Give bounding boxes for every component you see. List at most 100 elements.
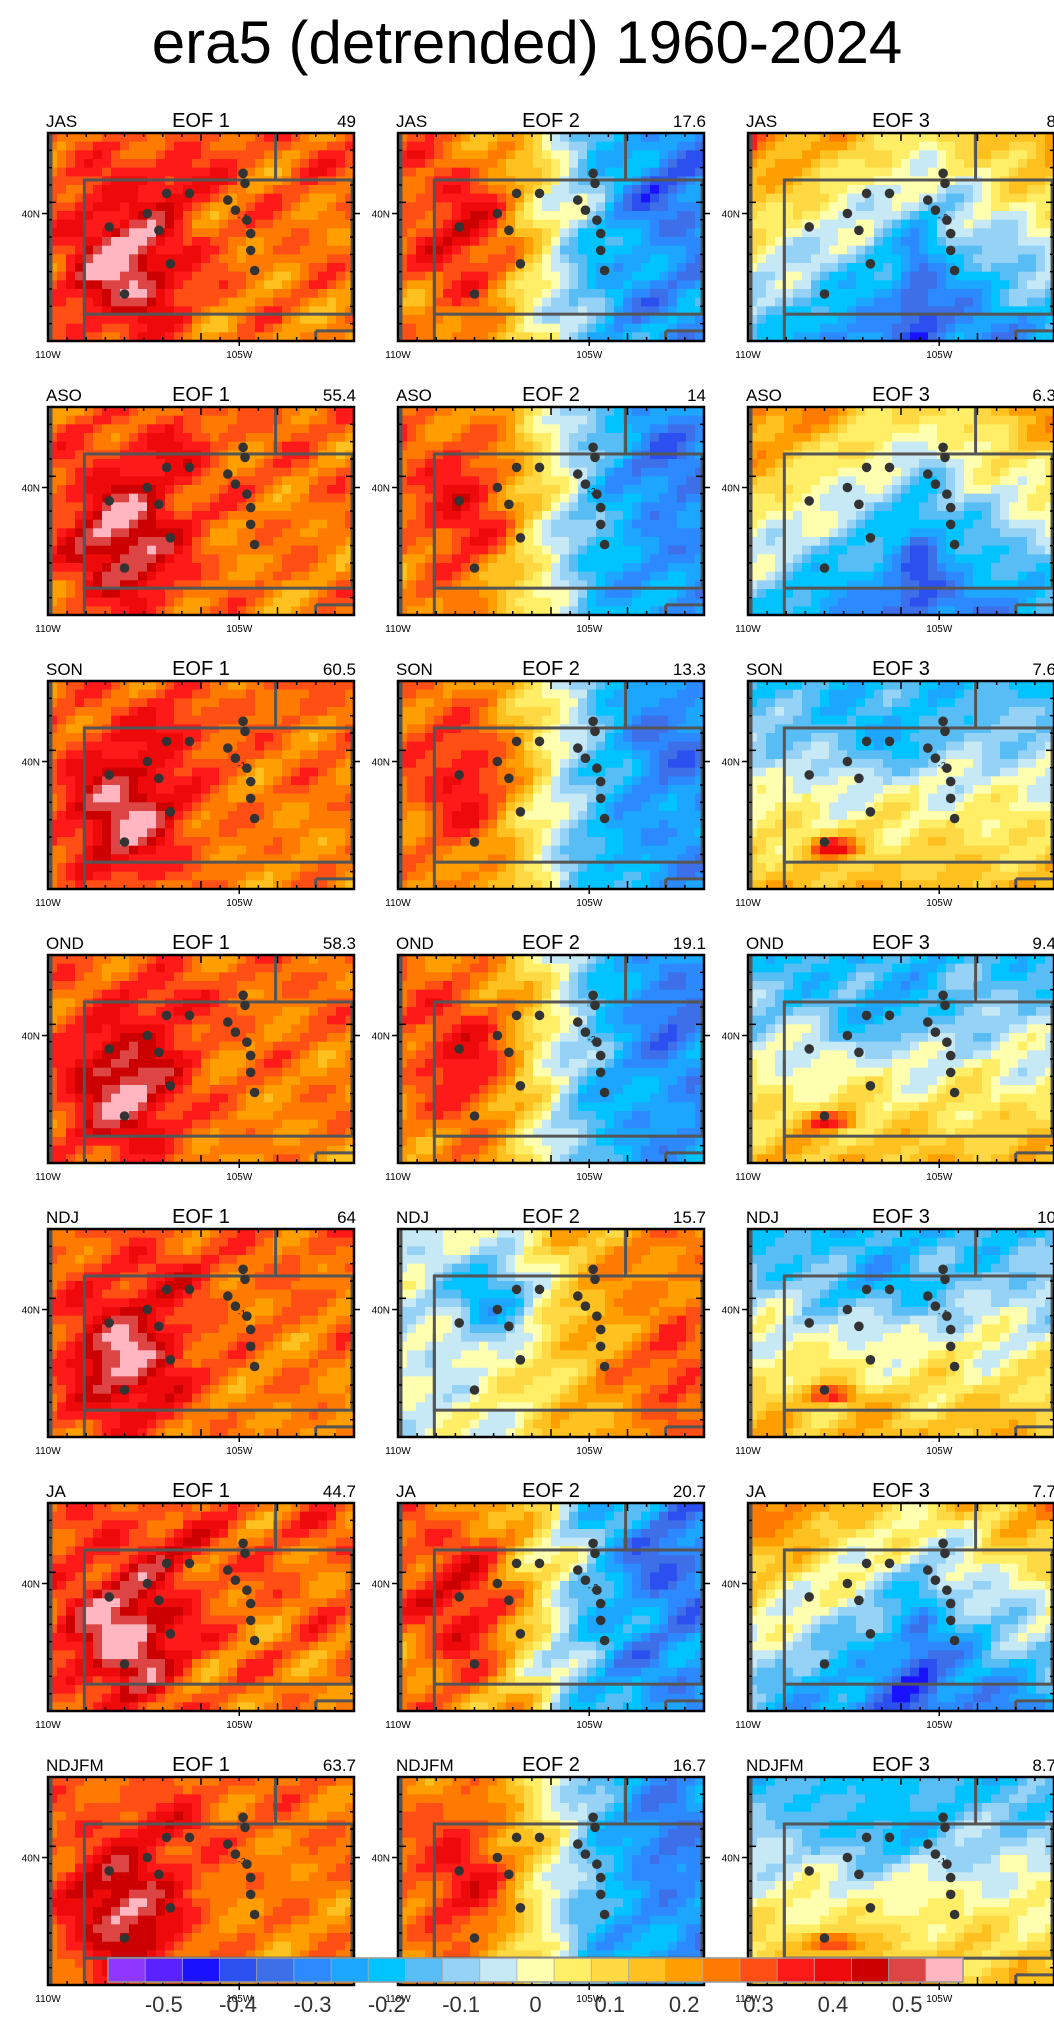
station-dot	[945, 776, 956, 787]
panel-variance-label: 19.1	[673, 934, 706, 953]
station-dot	[161, 1010, 172, 1021]
station-dot	[588, 1812, 598, 1823]
station-dot	[242, 1037, 252, 1047]
panel-season-label: SON	[396, 660, 433, 679]
lat-tick-label: 40N	[22, 1854, 40, 1865]
station-dot	[804, 496, 814, 506]
panel-eof-label: EOF 2	[522, 1754, 580, 1776]
station-dot	[240, 1548, 250, 1559]
station-dot	[938, 1812, 948, 1823]
station-dot	[184, 462, 195, 473]
panel-season-label: JA	[46, 1482, 67, 1501]
eof-panel: SON EOF 3 7.6 -2 40N 110W 105W	[722, 658, 1054, 909]
panel-variance-label: 17.6	[673, 112, 706, 131]
eof-panel: JAS EOF 1 49 -.1 40N 110W 105W	[22, 110, 360, 361]
station-dot	[930, 205, 941, 215]
station-dot	[595, 793, 606, 804]
station-dot	[595, 519, 606, 530]
station-dot	[595, 776, 606, 787]
eof-field: -3	[48, 1777, 354, 1985]
panel-ticks	[42, 406, 360, 620]
station-dot	[223, 469, 233, 479]
station-dot	[238, 1264, 248, 1275]
station-dot	[238, 1538, 248, 1549]
panel-variance-label: 55.4	[323, 386, 356, 405]
station-dot	[454, 1044, 465, 1054]
station-dot	[599, 813, 610, 824]
station-dot	[588, 168, 598, 179]
eof-panel: OND EOF 1 58.3 40N 110W 105W	[22, 932, 360, 1183]
station-dot	[511, 1558, 522, 1569]
station-dot	[580, 753, 591, 763]
lon-tick-label: 105W	[926, 624, 953, 635]
lon-tick-label: 110W	[35, 898, 61, 909]
station-dot	[534, 188, 545, 199]
station-dot	[104, 496, 114, 506]
station-dot	[804, 222, 814, 232]
station-dot	[938, 168, 948, 179]
station-dot	[804, 1592, 814, 1602]
panel-ticks	[742, 406, 1054, 620]
station-dot	[930, 1575, 941, 1585]
station-dot	[238, 990, 248, 1001]
station-dot	[573, 1839, 583, 1849]
station-dot	[861, 1558, 872, 1569]
contour-label: -.2	[588, 1582, 599, 1592]
station-dot	[242, 489, 252, 500]
station-dot	[595, 245, 606, 256]
station-dot	[945, 228, 956, 239]
lon-tick-label: 105W	[576, 898, 603, 909]
station-dot	[104, 1866, 114, 1876]
eof-panel: SON EOF 2 13.3 40N 110W 105W	[372, 658, 710, 909]
station-dot	[945, 1872, 956, 1883]
panel-season-label: NDJ	[396, 1208, 429, 1227]
station-dot	[819, 1385, 830, 1395]
panel-ticks	[392, 1228, 710, 1442]
eof-field	[748, 955, 1054, 1163]
station-dot	[534, 1832, 545, 1843]
station-dot	[240, 452, 250, 463]
station-dot	[949, 1361, 960, 1372]
station-markers	[454, 1264, 610, 1395]
station-dot	[511, 462, 522, 473]
eof-panel: ASO EOF 1 55.4 40N 110W 105W	[22, 384, 360, 635]
station-dot	[942, 1859, 952, 1869]
contour-label: -1	[938, 1856, 946, 1866]
station-dot	[142, 1304, 153, 1315]
lon-tick-label: 110W	[735, 1172, 761, 1183]
station-dot	[590, 452, 600, 463]
panel-eof-label: EOF 1	[172, 110, 230, 132]
panel-variance-label: 8.7	[1032, 1756, 1054, 1775]
panel-season-label: JAS	[746, 112, 777, 131]
station-dot	[245, 1872, 256, 1883]
station-dot	[165, 1355, 176, 1365]
panel-season-label: NDJFM	[46, 1756, 104, 1775]
lon-tick-label: 105W	[576, 1172, 603, 1183]
station-dot	[942, 1037, 952, 1047]
station-dot	[595, 502, 606, 513]
station-dot	[242, 1859, 252, 1869]
eof-panel: NDJ EOF 1 64 -1 40N 110W 105W	[22, 1206, 360, 1457]
station-dot	[454, 222, 465, 232]
station-dot	[511, 1010, 522, 1021]
panel-season-label: NDJ	[746, 1208, 779, 1227]
station-dot	[938, 990, 948, 1001]
station-dot	[854, 499, 864, 510]
station-dot	[945, 1889, 956, 1900]
lon-tick-label: 105W	[226, 1994, 253, 2005]
panel-eof-label: EOF 1	[172, 384, 230, 406]
station-dot	[154, 1321, 164, 1332]
station-dot	[240, 178, 250, 189]
station-dot	[492, 482, 503, 493]
station-dot	[819, 837, 830, 847]
lat-tick-label: 40N	[22, 1032, 40, 1043]
station-dot	[595, 228, 606, 239]
station-dot	[184, 1558, 195, 1569]
station-dot	[245, 228, 256, 239]
station-dot	[930, 1027, 941, 1037]
station-dot	[515, 1903, 526, 1913]
lon-tick-label: 105W	[226, 1172, 253, 1183]
contour-label: -3	[238, 1856, 246, 1866]
station-dot	[599, 1635, 610, 1646]
